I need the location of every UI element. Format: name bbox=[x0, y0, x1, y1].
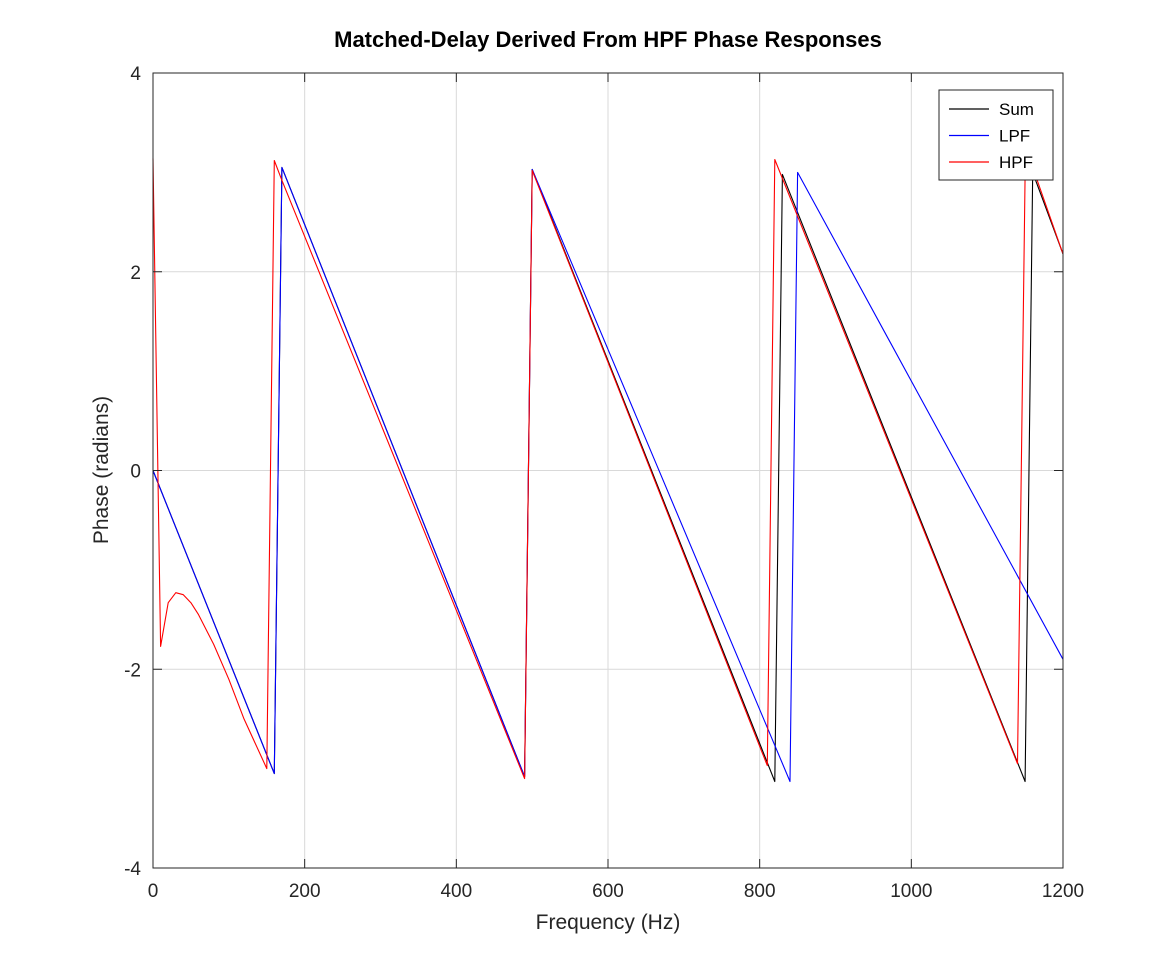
x-tick-label: 1000 bbox=[890, 881, 932, 902]
x-axis-label: Frequency (Hz) bbox=[536, 911, 681, 934]
legend-label-hpf: HPF bbox=[999, 153, 1033, 172]
x-tick-label: 0 bbox=[148, 881, 159, 902]
x-tick-label: 200 bbox=[289, 881, 321, 902]
y-tick-label: -4 bbox=[124, 859, 141, 880]
y-tick-label: 4 bbox=[130, 64, 141, 85]
legend-label-sum: Sum bbox=[999, 100, 1034, 119]
chart-title: Matched-Delay Derived From HPF Phase Res… bbox=[334, 27, 882, 52]
series-group bbox=[152, 158, 1064, 783]
series-line-hpf bbox=[152, 158, 1064, 780]
x-tick-label: 400 bbox=[440, 881, 472, 902]
y-tick-label: 2 bbox=[130, 263, 141, 284]
y-tick-label: 0 bbox=[130, 462, 141, 483]
x-tick-label: 600 bbox=[592, 881, 624, 902]
grid bbox=[153, 73, 1063, 868]
y-axis-label: Phase (radians) bbox=[90, 396, 113, 544]
legend-label-lpf: LPF bbox=[999, 127, 1030, 146]
x-tick-label: 800 bbox=[744, 881, 776, 902]
x-tick-label: 1200 bbox=[1042, 881, 1084, 902]
legend: Sum LPF HPF bbox=[938, 89, 1054, 181]
ticks: 0 200 400 600 800 1000 1200 -4 -2 0 2 4 bbox=[124, 64, 1084, 902]
y-tick-label: -2 bbox=[124, 660, 141, 681]
